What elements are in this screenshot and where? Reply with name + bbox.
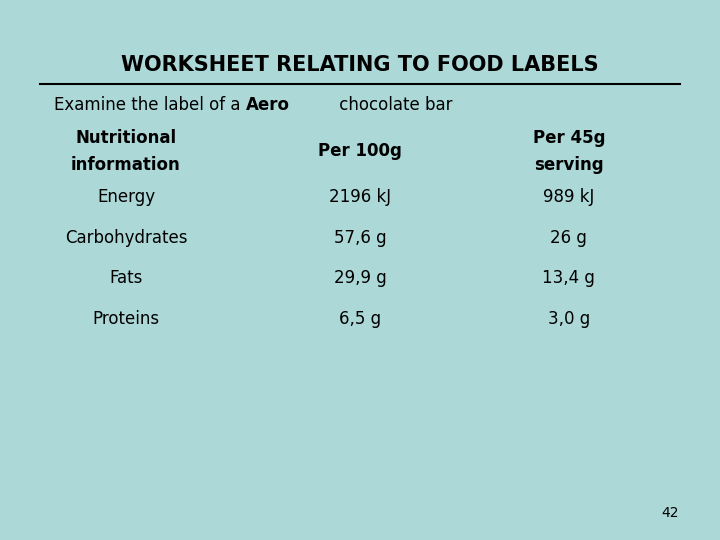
Text: 13,4 g: 13,4 g	[542, 269, 595, 287]
Text: 26 g: 26 g	[550, 228, 588, 247]
Text: Per 100g: Per 100g	[318, 142, 402, 160]
Text: Per 45g: Per 45g	[533, 129, 605, 147]
Text: serving: serving	[534, 156, 603, 174]
Text: 42: 42	[661, 506, 678, 520]
Text: Aero: Aero	[246, 96, 289, 114]
Text: WORKSHEET RELATING TO FOOD LABELS: WORKSHEET RELATING TO FOOD LABELS	[121, 55, 599, 75]
Text: Carbohydrates: Carbohydrates	[65, 228, 187, 247]
Text: 6,5 g: 6,5 g	[339, 309, 381, 328]
Text: 57,6 g: 57,6 g	[333, 228, 387, 247]
Text: Nutritional: Nutritional	[76, 129, 176, 147]
Text: Fats: Fats	[109, 269, 143, 287]
Text: 2196 kJ: 2196 kJ	[329, 188, 391, 206]
Text: Proteins: Proteins	[92, 309, 160, 328]
Text: Examine the label of a: Examine the label of a	[54, 96, 246, 114]
Text: chocolate bar: chocolate bar	[334, 96, 452, 114]
Text: 29,9 g: 29,9 g	[333, 269, 387, 287]
Text: information: information	[71, 156, 181, 174]
Text: 989 kJ: 989 kJ	[543, 188, 595, 206]
Text: 3,0 g: 3,0 g	[548, 309, 590, 328]
Text: Energy: Energy	[97, 188, 155, 206]
